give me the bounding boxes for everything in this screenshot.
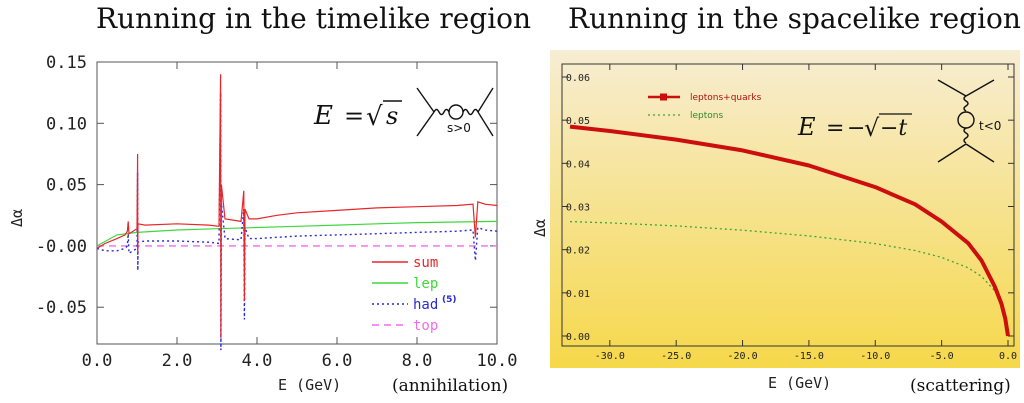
right-series-leptons-line: [569, 220, 1009, 337]
right-y-tick-labels: 0.06 0.05 0.04 0.03 0.02 0.01 0.00: [566, 73, 590, 343]
t-channel-label: t<0: [979, 119, 1001, 133]
left-x-tick-label: 8.0: [402, 351, 433, 371]
right-y-axis-label: Δα: [531, 219, 549, 237]
legend-label-leptons-quarks: leptons+quarks: [690, 93, 762, 103]
legend-label-top: top: [413, 318, 438, 334]
right-axis-ticks: [562, 64, 1014, 346]
right-formula: E = − √ −t: [797, 113, 912, 142]
right-caption: (scattering): [910, 376, 1011, 396]
left-x-tick-label: 0.0: [82, 351, 113, 371]
right-x-tick-label: -10.0: [860, 351, 890, 362]
svg-text:−: −: [847, 116, 865, 141]
left-chart: 0.15 0.10 0.05 -0.00 -0.05 0.0 2.0 4.0 6.0 8.0 10…: [8, 53, 517, 396]
right-x-tick-label: 0.0: [999, 351, 1017, 362]
left-panel-title: Running in the timelike region: [96, 2, 532, 35]
s-channel-feynman-diagram-icon: [416, 87, 494, 137]
left-series-sum-line: [96, 74, 498, 338]
svg-text:E: E: [797, 113, 816, 141]
right-y-tick-label: 0.01: [566, 289, 590, 300]
right-panel-background: [550, 50, 1020, 368]
right-series-leptons-quarks-band: [569, 124, 1010, 337]
right-legend: leptons+quarks leptons: [648, 93, 762, 121]
right-x-tick-label: -20.0: [727, 351, 757, 362]
legend-label-sum: sum: [413, 255, 438, 271]
left-series-lep-line: [96, 220, 498, 247]
left-y-tick-labels: 0.15 0.10 0.05 -0.00 -0.05: [36, 53, 87, 318]
svg-text:s: s: [386, 102, 398, 130]
svg-text:√: √: [366, 102, 383, 132]
svg-text:E: E: [313, 101, 333, 131]
left-y-tick-label: 0.05: [46, 176, 87, 196]
legend-marker-leptons-quarks: [660, 93, 667, 101]
left-x-tick-label: 6.0: [322, 351, 353, 371]
left-plot-frame: [96, 61, 498, 345]
legend-label-had: had: [413, 297, 438, 313]
left-x-tick-label: 4.0: [242, 351, 273, 371]
right-x-tick-labels: -30.0 -25.0 -20.0 -15.0 -10.0 -5.0 0.0: [595, 351, 1017, 362]
right-plot-frame: [561, 63, 1015, 347]
left-x-tick-labels: 0.0 2.0 4.0 6.0 8.0 10.0: [82, 351, 518, 371]
right-y-tick-label: 0.00: [566, 332, 590, 343]
left-caption: (annihilation): [392, 376, 508, 396]
left-y-axis-label: Δα: [8, 209, 26, 227]
left-y-tick-label: 0.10: [46, 114, 87, 134]
right-x-tick-label: -15.0: [794, 351, 824, 362]
left-y-tick-label: -0.00: [36, 237, 87, 257]
right-chart: 0.060.050.040.030.020.010.00 -30.0 -25.0-…: [531, 50, 1020, 396]
right-x-tick-label: -25.0: [661, 351, 691, 362]
legend-label-lep: lep: [413, 276, 438, 292]
left-legend: sum lep had (5) top: [372, 255, 457, 334]
right-y-tick-label: 0.04: [566, 159, 590, 170]
right-x-tick-label: -5.0: [930, 351, 954, 362]
left-axis-ticks: [96, 61, 498, 344]
legend-label-leptons: leptons: [690, 111, 723, 121]
svg-text:=: =: [826, 116, 844, 141]
right-y-tick-label: 0.05: [566, 116, 590, 127]
right-y-tick-label: 0.02: [566, 246, 590, 257]
left-x-tick-label: 10.0: [477, 351, 518, 371]
svg-text:√: √: [864, 114, 880, 142]
svg-text:=: =: [344, 102, 364, 130]
left-formula: E = √ s: [313, 100, 402, 132]
left-y-tick-label: 0.15: [46, 53, 87, 73]
left-y-tick-label: -0.05: [36, 298, 87, 318]
right-panel-title: Running in the spacelike region: [568, 2, 1021, 35]
legend-superscript-had: (5): [442, 295, 457, 305]
left-x-tick-label: 2.0: [162, 351, 193, 371]
right-y-tick-label: 0.03: [566, 203, 590, 214]
left-series-group: [96, 74, 498, 351]
right-x-axis-label: E (GeV): [768, 374, 831, 392]
right-y-tick-label: 0.06: [566, 73, 590, 84]
svg-text:−t: −t: [880, 116, 907, 141]
right-series-group: [569, 124, 1010, 337]
left-x-axis-label: E (GeV): [278, 376, 341, 394]
right-x-tick-label: -30.0: [595, 351, 625, 362]
s-channel-label: s>0: [447, 121, 471, 135]
t-channel-feynman-diagram-icon: [937, 79, 995, 163]
